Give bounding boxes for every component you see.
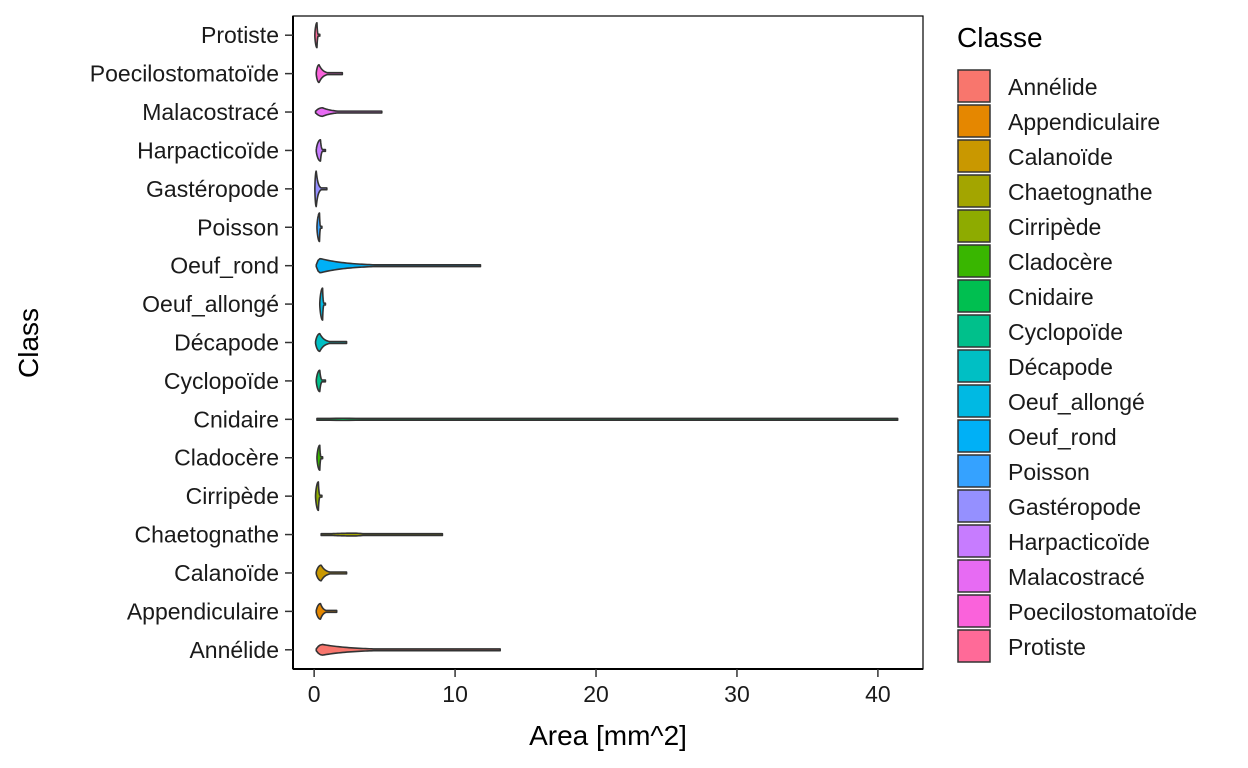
legend-swatch bbox=[957, 524, 991, 558]
x-tick-label: 10 bbox=[442, 681, 468, 707]
legend-swatch bbox=[957, 279, 991, 313]
x-tick-label: 0 bbox=[308, 681, 321, 707]
y-tick-label: Annélide bbox=[189, 637, 279, 663]
violin-15 bbox=[315, 564, 348, 582]
legend-swatch bbox=[957, 314, 991, 348]
violin-layer bbox=[314, 21, 899, 656]
violin-6 bbox=[316, 212, 323, 243]
legend-label: Cladocère bbox=[1008, 249, 1113, 275]
panel-border bbox=[292, 15, 924, 670]
y-tick-label: Cyclopoïde bbox=[164, 368, 279, 394]
legend-swatch bbox=[957, 174, 991, 208]
legend-swatch bbox=[957, 419, 991, 453]
violin-17 bbox=[315, 643, 501, 656]
legend-swatch bbox=[957, 454, 991, 488]
y-tick-label: Gastéropode bbox=[146, 176, 279, 202]
legend-swatch bbox=[957, 594, 991, 628]
legend-swatch bbox=[957, 209, 991, 243]
violin-8 bbox=[318, 287, 327, 321]
violin-11 bbox=[316, 417, 899, 422]
legend-label: Cirripède bbox=[1008, 214, 1101, 240]
y-axis-ticks: Protiste Poecilostomatoïde Malacostracé Har… bbox=[90, 22, 293, 663]
y-axis-title: Class bbox=[13, 308, 44, 378]
violin-5 bbox=[314, 170, 328, 208]
x-tick-label: 30 bbox=[724, 681, 750, 707]
legend-label: Calanoïde bbox=[1008, 144, 1113, 170]
legend-label: Annélide bbox=[1008, 74, 1098, 100]
y-tick-label: Cirripède bbox=[186, 483, 279, 509]
x-tick-label: 40 bbox=[865, 681, 891, 707]
violin-9 bbox=[314, 332, 348, 353]
legend-swatch bbox=[957, 559, 991, 593]
legend-swatch bbox=[957, 139, 991, 173]
violin-7 bbox=[315, 257, 482, 274]
violin-3 bbox=[314, 106, 383, 118]
violin-13 bbox=[314, 481, 323, 512]
violin-16 bbox=[315, 602, 338, 620]
y-tick-label: Décapode bbox=[174, 330, 279, 356]
legend: Annélide Appendiculaire Calanoïde Chaetogna… bbox=[957, 69, 1197, 663]
x-axis-ticks: 0 10 20 30 40 bbox=[308, 669, 891, 707]
y-tick-label: Poisson bbox=[197, 214, 279, 240]
x-tick-label: 20 bbox=[583, 681, 609, 707]
legend-label: Chaetognathe bbox=[1008, 179, 1153, 205]
legend-swatch bbox=[957, 104, 991, 138]
legend-label: Oeuf_allongé bbox=[1008, 389, 1145, 415]
y-tick-label: Chaetognathe bbox=[134, 522, 279, 548]
y-tick-label: Malacostracé bbox=[142, 99, 279, 125]
violin-12 bbox=[316, 444, 324, 471]
legend-label: Poecilostomatoïde bbox=[1008, 599, 1197, 625]
legend-label: Poisson bbox=[1008, 459, 1090, 485]
legend-label: Cnidaire bbox=[1008, 284, 1094, 310]
legend-swatch bbox=[957, 244, 991, 278]
legend-swatch bbox=[957, 384, 991, 418]
y-tick-label: Calanoïde bbox=[174, 560, 279, 586]
y-tick-label: Poecilostomatoïde bbox=[90, 61, 279, 87]
y-tick-label: Oeuf_rond bbox=[170, 253, 279, 279]
legend-swatch bbox=[957, 629, 991, 663]
y-tick-label: Harpacticoïde bbox=[137, 137, 279, 163]
y-tick-label: Oeuf_allongé bbox=[142, 291, 279, 317]
legend-label: Cyclopoïde bbox=[1008, 319, 1123, 345]
legend-label: Protiste bbox=[1008, 634, 1086, 660]
y-tick-label: Cnidaire bbox=[193, 406, 279, 432]
legend-title: Classe bbox=[957, 22, 1043, 53]
legend-label: Oeuf_rond bbox=[1008, 424, 1117, 450]
y-tick-label: Protiste bbox=[201, 22, 279, 48]
legend-label: Appendiculaire bbox=[1008, 109, 1160, 135]
legend-label: Malacostracé bbox=[1008, 564, 1145, 590]
legend-label: Décapode bbox=[1008, 354, 1113, 380]
violin-4 bbox=[315, 138, 327, 162]
violin-1 bbox=[314, 21, 321, 49]
legend-swatch bbox=[957, 69, 991, 103]
violin-10 bbox=[315, 369, 327, 393]
violin-2 bbox=[315, 63, 344, 84]
y-tick-label: Appendiculaire bbox=[127, 598, 279, 624]
y-tick-label: Cladocère bbox=[174, 445, 279, 471]
x-axis-title: Area [mm^2] bbox=[529, 720, 687, 751]
violin-14 bbox=[320, 532, 444, 537]
legend-swatch bbox=[957, 349, 991, 383]
legend-label: Gastéropode bbox=[1008, 494, 1141, 520]
legend-label: Harpacticoïde bbox=[1008, 529, 1150, 555]
legend-swatch bbox=[957, 489, 991, 523]
